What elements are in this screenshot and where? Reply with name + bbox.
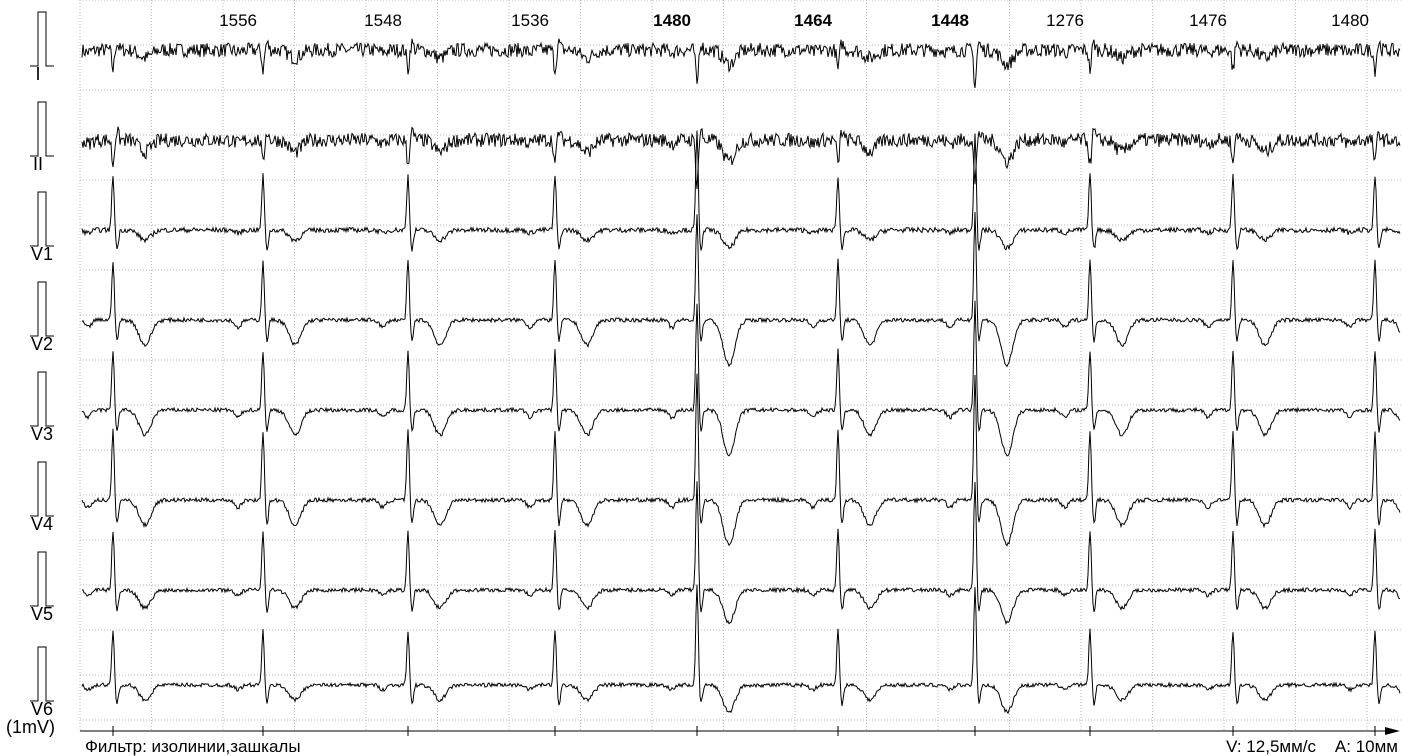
ecg-trace: [81, 211, 1401, 368]
interval-label: 1464: [794, 11, 832, 30]
calibration-pulse: [30, 281, 54, 337]
ecg-trace: [81, 481, 1401, 625]
lead-label: V2: [31, 334, 53, 354]
lead-label: V3: [31, 424, 53, 444]
interval-label: 1448: [931, 11, 969, 30]
speed-label: V: 12,5мм/с: [1226, 737, 1316, 756]
calibration-pulse: [30, 11, 54, 67]
interval-label: 1556: [219, 11, 257, 30]
ecg-trace: [81, 584, 1401, 715]
interval-label: 1476: [1189, 11, 1227, 30]
filter-label: Фильтр: изолинии,зашкалы: [85, 737, 301, 756]
calibration-pulse: [30, 101, 54, 157]
interval-label: 1548: [364, 11, 402, 30]
interval-label: 1536: [511, 11, 549, 30]
calibration-pulse: [30, 551, 54, 607]
interval-label: 1480: [1331, 11, 1369, 30]
calibration-pulse: [30, 461, 54, 517]
lead-label: V6: [31, 699, 53, 719]
ecg-trace: [81, 130, 1401, 252]
interval-label: 1276: [1046, 11, 1084, 30]
ecg-trace: [81, 126, 1401, 190]
axis-arrow: [1385, 727, 1400, 735]
lead-label: I: [35, 64, 40, 84]
ecg-trace: [81, 373, 1401, 547]
traces: [81, 38, 1401, 715]
grid: [79, 0, 1403, 730]
ecg-trace: [81, 300, 1401, 457]
calibration-pulse: [30, 371, 54, 427]
lead-label: V1: [31, 244, 53, 264]
lead-label: II: [33, 154, 43, 174]
calibration-pulse: [30, 191, 54, 247]
calibration-pulse: [30, 646, 54, 702]
lead-label: V4: [31, 514, 53, 534]
interval-label: 1480: [653, 11, 691, 30]
labels: 1556 1548 1536 1480 1464 1448 1276 1476 1480IIIV…: [30, 11, 1376, 736]
amplitude-label: A: 10мм: [1335, 737, 1398, 756]
lead-label: V5: [31, 604, 53, 624]
calibration-label: (1mV): [6, 717, 55, 737]
ecg-trace: [81, 38, 1401, 88]
